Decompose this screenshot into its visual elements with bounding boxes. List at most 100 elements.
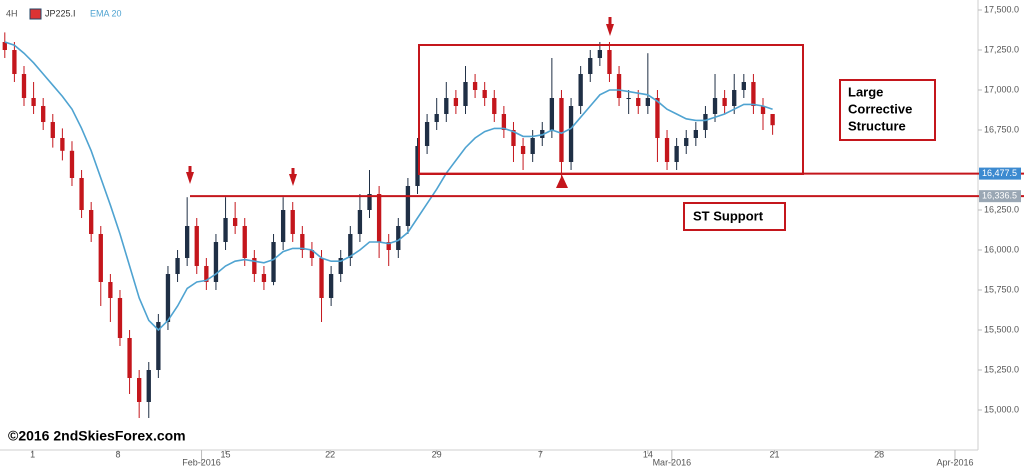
candle-body [530, 138, 535, 154]
y-tick-label: 17,250.0 [984, 44, 1019, 54]
candle-body [444, 98, 449, 114]
support-box [683, 202, 786, 231]
y-tick-label: 17,500.0 [984, 4, 1019, 14]
candle-body [732, 90, 737, 106]
candle-body [12, 50, 17, 74]
y-tick-label: 15,500.0 [984, 324, 1019, 334]
ema-legend: EMA 20 [90, 8, 122, 18]
candle-body [578, 74, 583, 106]
structure-label: Corrective [848, 101, 912, 116]
candle-body [117, 298, 123, 338]
candle-body [41, 106, 46, 122]
y-tick-label: 15,250.0 [984, 364, 1019, 374]
candle-body [348, 234, 353, 258]
up-arrow [556, 175, 568, 188]
candle-body [684, 138, 689, 146]
candle-body [434, 114, 439, 122]
candle-body [50, 122, 55, 138]
candle-body [60, 138, 65, 151]
candle-body [472, 82, 478, 90]
candle-body [175, 258, 180, 274]
candle-body [290, 210, 295, 234]
candle-body [396, 226, 401, 250]
x-tick-label: 8 [116, 449, 121, 459]
plot [2, 32, 775, 418]
candle-body [280, 210, 286, 242]
candle-body [453, 98, 459, 106]
candle-body [137, 378, 142, 402]
price-badge [979, 167, 1021, 180]
candle-body [271, 242, 276, 282]
x-tick-label: 22 [325, 449, 335, 459]
candle-body [31, 98, 36, 106]
candle-body [357, 210, 363, 234]
support-label: ST Support [693, 208, 764, 223]
y-tick-label: 15,000.0 [984, 404, 1019, 414]
candle-body [722, 98, 727, 106]
candle-body [328, 274, 334, 298]
arrows [186, 17, 614, 188]
y-tick-label: 16,750.0 [984, 124, 1019, 134]
structure-box [839, 79, 936, 141]
candle-body [108, 282, 113, 298]
price-badge-label: 16,336.5 [982, 191, 1017, 201]
candle-body [588, 58, 593, 74]
down-arrow [186, 172, 194, 184]
symbol-icon [29, 8, 42, 20]
candle-body [213, 242, 219, 282]
candle-body [770, 114, 775, 126]
candle-body [664, 138, 670, 162]
candle-body [607, 50, 612, 74]
candle-body [703, 114, 708, 130]
candle-body [232, 218, 238, 226]
structure-label: Structure [848, 118, 906, 133]
candle-body [242, 226, 247, 258]
candle-body [760, 106, 766, 114]
candle-body [79, 178, 84, 210]
candle-body [223, 218, 228, 242]
candle-body [252, 258, 257, 274]
down-arrow [608, 17, 612, 25]
candle-body [98, 234, 103, 282]
candle-body [511, 130, 516, 146]
symbol: JP225.I [45, 8, 76, 18]
candle-body [655, 98, 660, 138]
candle-body [645, 98, 651, 106]
x-tick-label: 29 [432, 449, 442, 459]
candle-body [89, 210, 94, 234]
y-tick-label: 16,250.0 [984, 204, 1019, 214]
down-arrow [188, 166, 192, 173]
candle-body [309, 250, 315, 258]
down-arrow [289, 174, 297, 186]
x-tick-label: 28 [874, 449, 884, 459]
candle-body [482, 90, 487, 98]
structure-label: Large [848, 84, 883, 99]
candle-body [405, 186, 411, 226]
candle-body [415, 146, 420, 186]
candle-body [165, 274, 171, 322]
price-badge-label: 16,477.5 [982, 168, 1017, 178]
price-badge [979, 190, 1021, 203]
candle-body [376, 194, 382, 242]
x-tick-label: 7 [538, 449, 543, 459]
x-tick-label: 15 [221, 449, 231, 459]
down-arrow [291, 168, 295, 175]
candle-body [367, 194, 372, 210]
down-arrow [606, 24, 614, 36]
candle-body [636, 98, 641, 106]
y-tick-label: 17,000.0 [984, 84, 1019, 94]
candle-body [492, 98, 497, 114]
candle-body [674, 146, 679, 162]
y-tick-label: 15,750.0 [984, 284, 1019, 294]
ema-line [4, 41, 773, 332]
candle-body [2, 42, 7, 50]
candle-body [501, 114, 507, 130]
month-label: Feb-2016 [182, 457, 221, 467]
candle-body [463, 82, 468, 106]
candle-body [616, 74, 622, 98]
candle-body [559, 98, 564, 162]
candle-body [261, 274, 267, 282]
candle-body [69, 150, 75, 178]
